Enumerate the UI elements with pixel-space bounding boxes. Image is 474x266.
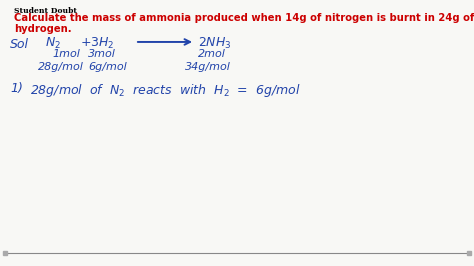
Text: Sol: Sol — [10, 38, 29, 51]
Text: 6g/mol: 6g/mol — [88, 62, 127, 72]
Text: hydrogen.: hydrogen. — [14, 24, 72, 34]
Text: 34g/mol: 34g/mol — [185, 62, 231, 72]
Text: 1): 1) — [10, 82, 23, 95]
Text: 2mol: 2mol — [198, 49, 226, 59]
Text: $N_2$: $N_2$ — [45, 36, 61, 51]
Text: $2NH_3$: $2NH_3$ — [198, 36, 232, 51]
Text: 28g/mol  of  $N_2$  reacts  with  $H_2$  =  6g/mol: 28g/mol of $N_2$ reacts with $H_2$ = 6g/… — [30, 82, 301, 99]
Text: 3mol: 3mol — [88, 49, 116, 59]
Text: Student Doubt: Student Doubt — [14, 7, 77, 15]
Text: 1mol: 1mol — [52, 49, 80, 59]
Text: $+3H_2$: $+3H_2$ — [80, 36, 114, 51]
Text: Calculate the mass of ammonia produced when 14g of nitrogen is burnt in 24g of: Calculate the mass of ammonia produced w… — [14, 13, 474, 23]
Text: 28g/mol: 28g/mol — [38, 62, 84, 72]
